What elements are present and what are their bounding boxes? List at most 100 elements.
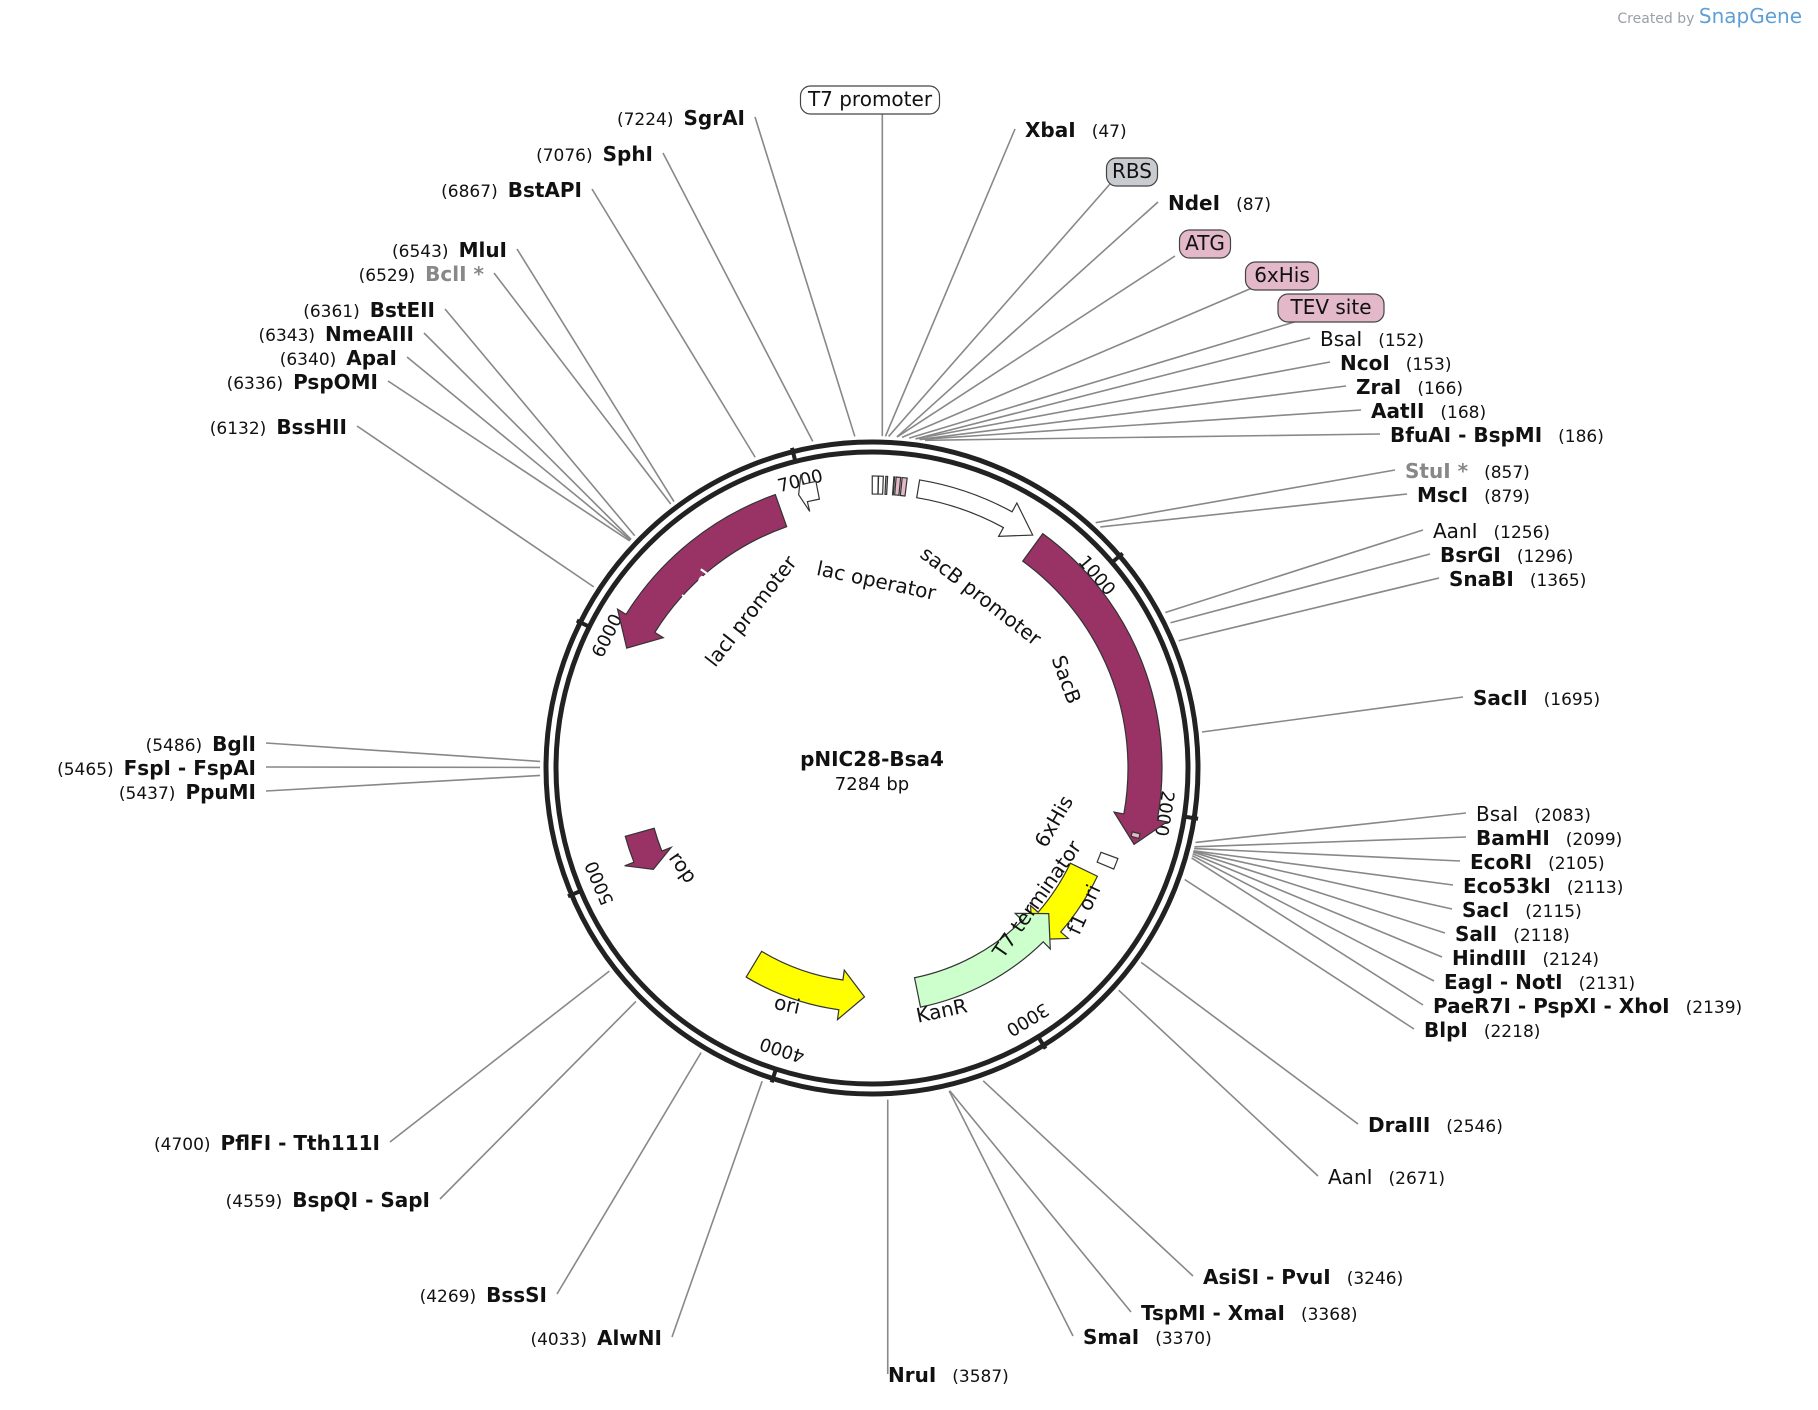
feature-tev-site	[899, 476, 908, 497]
site-position: (3370)	[1155, 1329, 1212, 1349]
feature-laci-promoter	[798, 474, 821, 512]
site-name: PflFI - Tth111I	[221, 1131, 380, 1155]
site-labels: (7224) SgrAI (7076) SphI (6867) BstAPI (6543) M…	[57, 106, 1742, 1387]
credit-prefix: Created by	[1617, 11, 1695, 27]
site-position: (2083)	[1534, 806, 1591, 826]
callout-box-rbs	[1105, 157, 1159, 187]
site-alwni: (4033) AlwNI	[530, 1326, 662, 1350]
leader-alwni	[671, 1081, 763, 1338]
site-position: (3246)	[1347, 1269, 1404, 1289]
site-name: SphI	[603, 142, 653, 166]
site-name: SacII	[1473, 686, 1528, 710]
site-apai: (6340) ApaI	[280, 346, 397, 370]
site-name: TspMI - XmaI	[1141, 1301, 1285, 1325]
callout-leader-rbs	[888, 183, 1111, 437]
site-position: (6529)	[359, 266, 416, 286]
site-position: (5486)	[146, 736, 203, 756]
feature-rop	[624, 827, 674, 870]
site-bsssi: (4269) BssSI	[420, 1283, 547, 1307]
site-nmeaiii: (6343) NmeAIII	[259, 322, 414, 346]
site-bamhi: BamHI (2099)	[1476, 826, 1622, 850]
site-position: (1695)	[1544, 690, 1601, 710]
site-position: (7076)	[536, 146, 593, 166]
leader-bsrgi	[1170, 553, 1431, 624]
site-name: BfuAI - BspMI	[1390, 423, 1542, 447]
site-name: EagI - NotI	[1444, 970, 1563, 994]
site-name: NdeI	[1168, 191, 1220, 215]
site-position: (2099)	[1566, 830, 1623, 850]
site-position: (3587)	[952, 1367, 1009, 1387]
site-name: AatII	[1371, 399, 1424, 423]
site-position: (6340)	[280, 350, 337, 370]
site-position: (2124)	[1542, 950, 1599, 970]
site-bstapi: (6867) BstAPI	[441, 178, 582, 202]
plasmid-name: pNIC28-Bsa4	[800, 747, 944, 771]
site-position: (168)	[1440, 403, 1486, 423]
feature-sacb	[1021, 532, 1169, 846]
leader-ncoi	[915, 361, 1331, 440]
site-eagi-noti: EagI - NotI (2131)	[1444, 970, 1635, 994]
feature-label-rop: rop	[664, 847, 702, 888]
leader-bsteii	[444, 308, 636, 537]
site-position: (5465)	[57, 760, 114, 780]
site-name: HindIII	[1452, 946, 1526, 970]
site-name: FspI - FspAI	[124, 756, 256, 780]
leader-ndei	[896, 201, 1159, 438]
site-name: BstEII	[370, 298, 435, 322]
site-name: AanI	[1328, 1165, 1373, 1189]
leader-zrai	[919, 385, 1347, 441]
callout-box-atg	[1178, 229, 1232, 259]
leader-nmeaiii	[423, 332, 632, 541]
site-mlui: (6543) MluI	[392, 238, 507, 262]
feature-t7-promoter	[877, 475, 884, 495]
leader-bsssi	[556, 1052, 702, 1295]
site-name: PpuMI	[185, 780, 256, 804]
leader-xbai	[884, 128, 1016, 437]
site-name: MscI	[1417, 483, 1468, 507]
site-hindiii: HindIII (2124)	[1452, 946, 1599, 970]
callout-box-t7-promoter	[799, 85, 941, 115]
plasmid-backbone	[543, 439, 1201, 1097]
site-fspi-fspai: (5465) FspI - FspAI	[57, 756, 256, 780]
site-name: SnaBI	[1449, 567, 1514, 591]
feature-lac-operator	[871, 475, 879, 495]
leader-bamhi	[1194, 836, 1467, 848]
leader-bsai	[915, 337, 1311, 440]
site-smai: SmaI (3370)	[1083, 1325, 1212, 1349]
site-sgrai: (7224) SgrAI	[617, 106, 745, 130]
leader-bstapi	[591, 188, 756, 458]
tick-label: 4000	[757, 1033, 807, 1067]
site-name: PaeR7I - PspXI - XhoI	[1433, 994, 1670, 1018]
site-name: AsiSI - PvuI	[1203, 1265, 1331, 1289]
site-msci: MscI (879)	[1417, 483, 1530, 507]
site-bfuai-bspmi: BfuAI - BspMI (186)	[1390, 423, 1604, 447]
site-draiii: DraIII (2546)	[1368, 1113, 1503, 1137]
site-name: BspQI - SapI	[292, 1188, 430, 1212]
feature-label-ori: ori	[772, 990, 802, 1019]
site-name: BsaI	[1320, 327, 1362, 351]
site-name: DraIII	[1368, 1113, 1430, 1137]
tick-mark	[1109, 551, 1124, 566]
callout-box-tev-site	[1277, 293, 1385, 323]
feature-atg	[891, 476, 896, 496]
site-position: (2115)	[1525, 902, 1582, 922]
site-stui: StuI * (857)	[1405, 459, 1530, 483]
site-name: XbaI	[1025, 118, 1076, 142]
tick-mark	[567, 888, 584, 899]
feature-6xhis	[894, 476, 902, 496]
site-name: ApaI	[346, 346, 397, 370]
site-bsai: BsaI (2083)	[1476, 802, 1591, 826]
leader-aani	[1165, 529, 1424, 614]
site-eco53ki: Eco53kI (2113)	[1463, 874, 1623, 898]
site-position: (6361)	[303, 302, 360, 322]
leader-eagi-noti	[1191, 855, 1435, 982]
tick-mark	[769, 1066, 779, 1083]
tick-mark	[790, 447, 798, 464]
leader-sphi	[662, 152, 814, 442]
site-name: MluI	[459, 238, 507, 262]
site-leader-lines	[265, 116, 1467, 1374]
site-position: (152)	[1378, 331, 1424, 351]
site-position: (4559)	[226, 1192, 283, 1212]
site-name: BglI	[212, 732, 256, 756]
